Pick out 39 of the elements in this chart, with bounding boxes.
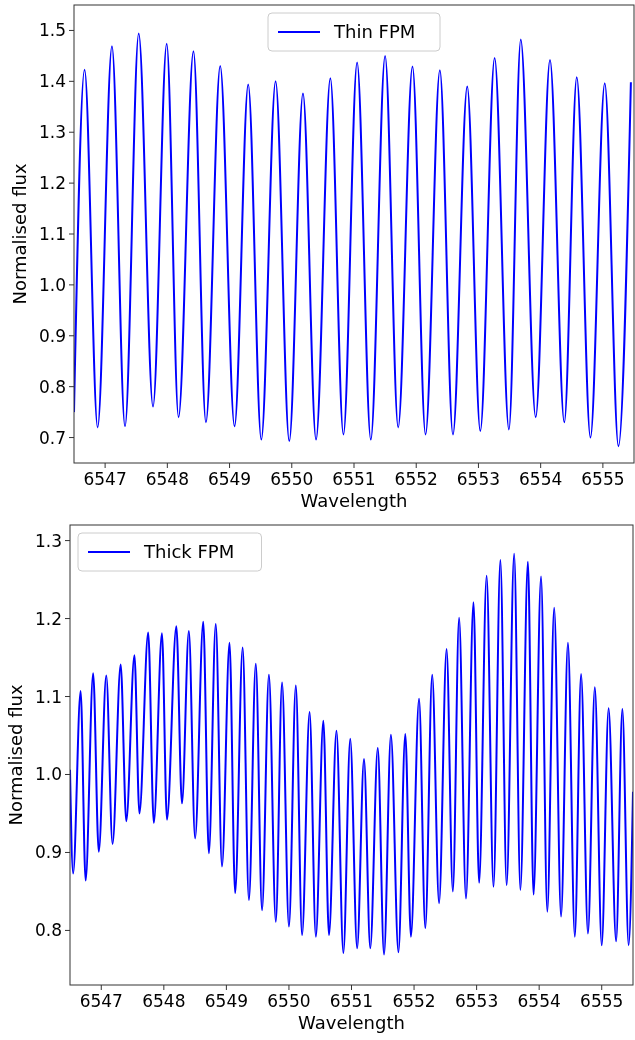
y-tick-label: 1.1 [34, 686, 62, 707]
y-tick-label: 0.9 [38, 325, 66, 346]
x-tick-label: 6553 [456, 469, 501, 489]
y-axis-title: Normalised flux [9, 163, 30, 305]
x-tick-label: 6554 [519, 469, 563, 489]
y-tick-label: 1.3 [34, 530, 62, 551]
y-tick-label: 1.2 [38, 173, 66, 194]
x-tick-label: 6547 [79, 991, 123, 1011]
x-tick-label: 6550 [270, 469, 314, 489]
legend-label: Thick FPM [143, 541, 235, 562]
x-tick-label: 6550 [267, 991, 311, 1011]
x-tick-label: 6548 [145, 469, 189, 489]
y-tick-label: 1.4 [38, 71, 66, 92]
y-tick-label: 0.8 [38, 376, 66, 397]
legend-label: Thin FPM [333, 21, 416, 42]
y-tick-label: 0.8 [34, 920, 62, 941]
x-tick-label: 6551 [332, 469, 376, 489]
y-tick-label: 1.5 [38, 20, 66, 41]
x-tick-label: 6552 [392, 991, 436, 1011]
y-tick-label: 1.1 [38, 224, 66, 244]
y-tick-label: 0.7 [38, 427, 66, 448]
y-tick-label: 0.9 [34, 842, 62, 863]
x-tick-label: 6547 [83, 469, 127, 489]
x-tick-label: 6554 [517, 991, 561, 1011]
x-tick-label: 6549 [207, 469, 252, 489]
x-tick-label: 6553 [454, 991, 499, 1011]
x-tick-label: 6551 [329, 991, 374, 1011]
x-axis-title: Wavelength [298, 1012, 405, 1033]
y-axis-title: Normalised flux [5, 684, 26, 826]
x-tick-label: 6555 [581, 469, 625, 489]
y-tick-label: 1.0 [34, 764, 62, 785]
x-tick-label: 6555 [580, 991, 624, 1011]
x-tick-label: 6549 [204, 991, 249, 1011]
x-tick-label: 6552 [394, 469, 438, 489]
y-tick-label: 1.3 [38, 122, 66, 143]
x-axis-title: Wavelength [300, 490, 408, 511]
y-tick-label: 1.0 [38, 274, 66, 295]
x-tick-label: 6548 [142, 991, 186, 1011]
y-tick-label: 1.2 [34, 608, 62, 629]
